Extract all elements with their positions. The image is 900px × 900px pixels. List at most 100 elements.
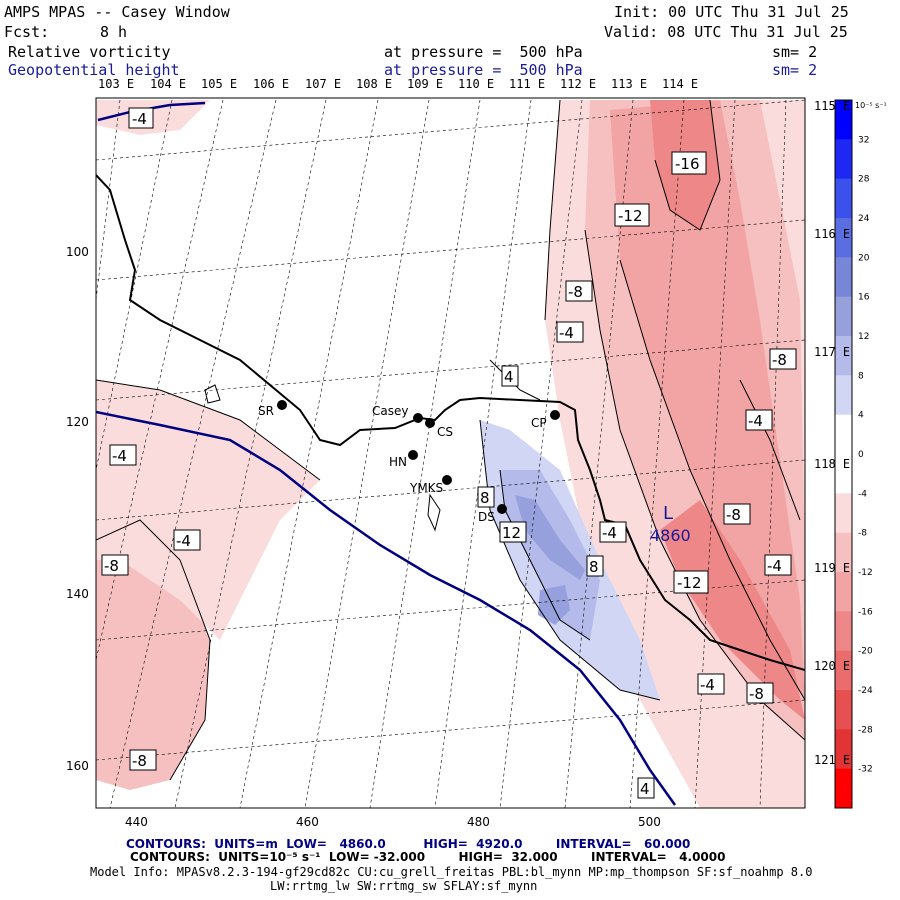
svg-text:-8: -8 (726, 506, 741, 524)
lon-label: 111 E (509, 77, 546, 91)
colorbar-tick-label: 16 (858, 293, 870, 303)
lon-label: 112 E (560, 77, 597, 91)
station-labels: SR Casey CS CP HN YMKS DS (258, 404, 547, 524)
init-time: Init: 00 UTC Thu 31 Jul 25 (614, 3, 849, 21)
colorbar-frame (834, 99, 853, 809)
svg-text:-8: -8 (104, 557, 119, 575)
contour-label: 8 (477, 486, 495, 508)
contour-label: -4 (128, 107, 154, 129)
station-label: Casey (372, 404, 408, 418)
colorbar-swatch (835, 218, 852, 258)
contour-labels: -4 -16 -12 -8 -4 4 -8 -4 -4 8 12 -8 -4 -… (101, 107, 797, 799)
colorbar-tick-label: 24 (858, 214, 870, 224)
colorbar-tick-label: 32 (858, 135, 869, 145)
station-cs-marker (425, 418, 435, 428)
svg-text:8: 8 (589, 558, 599, 576)
contour-label: -16 (671, 151, 707, 175)
svg-text:8: 8 (480, 489, 490, 507)
lon-label: 107 E (305, 77, 342, 91)
x-tick-label: 460 (296, 815, 319, 829)
svg-text:-4: -4 (112, 447, 127, 465)
svg-text:-12: -12 (618, 207, 643, 225)
contour-label: -4 (173, 529, 201, 551)
field1-smoothing: sm= 2 (772, 43, 818, 61)
contour-label: -12 (614, 203, 650, 227)
x-tick-label: 480 (467, 815, 490, 829)
svg-text:-4: -4 (602, 524, 617, 542)
colorbar-tick-label: -24 (858, 686, 873, 696)
model-info-2: LW:rrtmg_lw SW:rrtmg_sw SFLAY:sf_mynn (270, 879, 538, 893)
forecast-hour: 8 h (100, 23, 128, 41)
pos-vorticity-area (538, 585, 570, 625)
colorbar-swatch (835, 257, 852, 298)
colorbar-tick-label: 28 (858, 175, 870, 185)
svg-text:4: 4 (504, 368, 514, 386)
colorbar-tick-label: 0 (858, 450, 864, 460)
colorbar-unit: 10⁻⁵ s⁻¹ (855, 101, 887, 110)
lon-label: 109 E (407, 77, 444, 91)
svg-text:-16: -16 (675, 155, 700, 173)
lon-label: 110 E (458, 77, 495, 91)
colorbar-tick-label: -16 (858, 607, 873, 617)
contour-label: 8 (586, 555, 604, 577)
model-info: Model Info: MPASv8.2.3-194-gf29cd82c CU:… (90, 865, 813, 879)
svg-text:-8: -8 (132, 752, 147, 770)
station-sr-marker (277, 400, 287, 410)
station-casey-marker (413, 413, 423, 423)
lon-label: 113 E (611, 77, 648, 91)
field2-level: at pressure = 500 hPa (384, 61, 583, 79)
colorbar-tick-label: -20 (858, 647, 873, 657)
contour-label: 4 (501, 365, 519, 387)
low-value: 4860 (650, 526, 691, 545)
svg-text:-8: -8 (749, 685, 764, 703)
station-label: CS (437, 425, 453, 439)
y-tick-label: 100 (66, 245, 89, 259)
station-label: YMKS (409, 481, 443, 495)
contour-label: -4 (556, 321, 584, 343)
colorbar-swatch (835, 414, 852, 455)
svg-text:-4: -4 (767, 557, 782, 575)
contour-label: -4 (599, 521, 627, 543)
lon-label-right: 116 E (814, 227, 851, 241)
lon-label: 104 E (150, 77, 187, 91)
colorbar-tick-label: 4 (858, 411, 864, 421)
lon-label-right: 121 E (814, 753, 851, 767)
contour-label: -4 (764, 554, 792, 576)
field2-smoothing: sm= 2 (772, 61, 818, 79)
lon-label-right: 117 E (814, 345, 851, 359)
colorbar-swatch (835, 493, 852, 534)
colorbar-swatch (835, 532, 852, 573)
colorbar-tick-label: -12 (858, 568, 873, 578)
pos-vorticity-area (515, 495, 585, 580)
neg-vorticity-area (96, 380, 320, 640)
colorbar-tick-label: -8 (858, 529, 867, 539)
colorbar-swatch (835, 375, 852, 416)
lon-label: 105 E (201, 77, 238, 91)
lon-label-right: 115 E (814, 99, 851, 113)
station-label: DS (478, 510, 495, 524)
colorbar-swatch (835, 572, 852, 612)
plot-frame (95, 97, 806, 809)
lon-label: 114 E (662, 77, 699, 91)
colorbar-swatch (835, 611, 852, 652)
contour-label: -8 (101, 554, 129, 576)
station-label: SR (258, 404, 274, 418)
colorbar-tick-label: -28 (858, 725, 873, 735)
contour-label: -4 (697, 673, 725, 695)
station-cp-marker (550, 410, 560, 420)
contour-label: 4 (637, 777, 655, 799)
lon-label-right: 119 E (814, 561, 851, 575)
field1-level: at pressure = 500 hPa (384, 43, 583, 61)
contour-label: -4 (745, 409, 773, 431)
svg-text:-8: -8 (568, 283, 583, 301)
vorticity-contour-info: CONTOURS: UNITS=10⁻⁵ s⁻¹ LOW= -32.000 HI… (130, 850, 726, 864)
station-hn-marker (408, 450, 418, 460)
colorbar-swatch (835, 690, 852, 730)
geopotential-contour (96, 410, 677, 806)
valid-time: Valid: 08 UTC Thu 31 Jul 25 (604, 23, 848, 41)
contour-label: -4 (109, 444, 137, 466)
field2-name: Geopotential height (8, 61, 180, 79)
svg-text:-8: -8 (772, 351, 787, 369)
plot-area (96, 99, 805, 808)
